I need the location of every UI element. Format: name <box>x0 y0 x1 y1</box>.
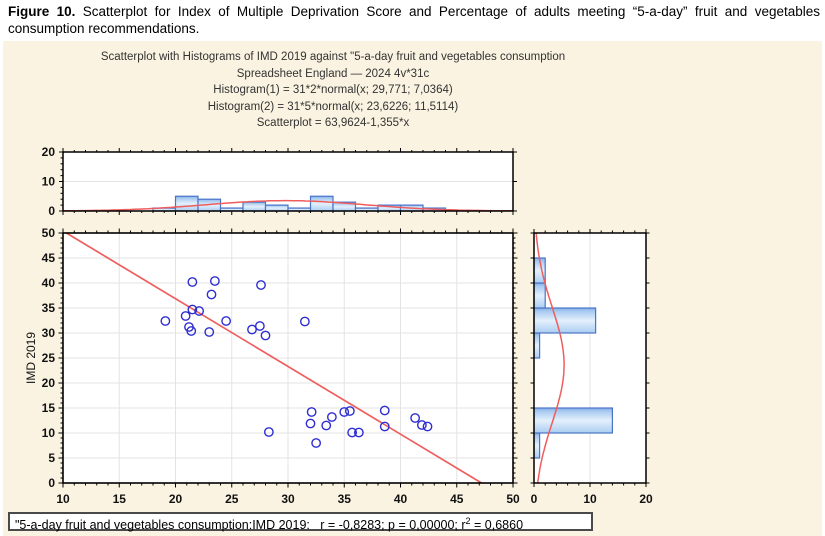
chart-title-line-4: Histogram(2) = 31*5*normal(x; 23,6226; 1… <box>207 100 459 113</box>
svg-text:50: 50 <box>506 492 520 506</box>
scatter-point <box>299 316 310 327</box>
svg-text:30: 30 <box>281 492 295 506</box>
scatter-point <box>186 326 197 336</box>
top-normal-curve <box>63 199 513 212</box>
scatter-point <box>256 280 266 290</box>
figure-caption-label: Figure 10. <box>8 4 76 19</box>
chart-title-line-3: Histogram(1) = 31*2*normal(x; 29,771; 7,… <box>213 84 453 96</box>
scatter-point <box>347 427 358 438</box>
scatter-point <box>321 420 332 431</box>
svg-text:10: 10 <box>56 492 70 506</box>
scatter-point <box>180 311 191 321</box>
svg-text:20: 20 <box>169 492 183 506</box>
right-normal-curve <box>535 232 565 484</box>
scatter-point <box>305 418 316 429</box>
svg-text:35: 35 <box>42 301 56 315</box>
svg-text:20: 20 <box>42 145 56 159</box>
svg-text:40: 40 <box>394 492 408 506</box>
svg-text:50: 50 <box>42 226 56 240</box>
scatter-point <box>422 421 433 432</box>
svg-text:5: 5 <box>48 451 55 465</box>
scatter-point <box>326 412 337 422</box>
scatter-point <box>379 421 390 432</box>
scatter-point <box>187 277 198 287</box>
chart-title-line-2: Spreadsheet England — 2024 4v*31c <box>236 67 430 80</box>
chart-title-line-1: Scatterplot with Histograms of IMD 2019 … <box>100 51 566 63</box>
right-histogram-bar <box>533 407 614 434</box>
scatter-point <box>254 321 265 331</box>
stats-text: "5-a-day fruit and vegetables consumptio… <box>15 518 466 533</box>
scatter-point <box>306 407 317 417</box>
scatter-point <box>209 276 220 286</box>
scatter-point <box>353 427 364 438</box>
right-histogram-bar <box>533 282 546 309</box>
svg-text:30: 30 <box>42 326 56 340</box>
svg-text:10: 10 <box>42 175 56 189</box>
scatter-point <box>263 427 274 437</box>
scatter-point <box>187 304 198 315</box>
svg-text:45: 45 <box>42 251 56 265</box>
scatter-point <box>344 406 355 416</box>
svg-text:0: 0 <box>48 204 55 218</box>
svg-text:45: 45 <box>450 492 464 506</box>
scatter-point <box>247 324 257 335</box>
top-histogram-bar <box>309 195 334 212</box>
regression-line <box>65 232 482 484</box>
svg-text:20: 20 <box>639 492 653 506</box>
right-histogram: 0 10 20 <box>530 229 653 506</box>
scatter-point <box>339 407 350 417</box>
scatter-point <box>160 316 171 326</box>
svg-text:20: 20 <box>42 376 56 390</box>
scatter-point <box>204 327 215 337</box>
top-histogram-bar <box>264 204 289 212</box>
scatter-point <box>221 316 232 326</box>
svg-text:25: 25 <box>225 492 239 506</box>
right-histogram-bar <box>533 432 541 459</box>
scatter-point <box>260 330 271 341</box>
svg-text:0: 0 <box>48 476 55 490</box>
chart-title-block: Scatterplot with Histograms of IMD 2019 … <box>8 49 658 132</box>
stats-r2-superscript: 2 <box>465 516 471 526</box>
svg-text:35: 35 <box>338 492 352 506</box>
main-scatter-plot: 10 15 20 25 30 35 40 45 50 0 5 10 15 20 25 30 35 40 45 50 <box>42 226 520 506</box>
stats-status-bar: "5-a-day fruit and vegetables consumptio… <box>8 512 593 533</box>
right-histogram-bar <box>533 307 597 334</box>
scatter-point <box>194 306 205 316</box>
svg-text:10: 10 <box>583 492 597 506</box>
scatter-point <box>206 289 217 300</box>
top-histogram-bar <box>242 201 267 212</box>
figure-caption: Figure 10. Scatterplot for Index of Mult… <box>8 4 820 37</box>
scatter-point <box>416 420 427 430</box>
svg-text:0: 0 <box>531 492 538 506</box>
svg-text:15: 15 <box>113 492 127 506</box>
svg-text:40: 40 <box>42 276 56 290</box>
scatter-point <box>410 413 421 423</box>
top-histogram-bar <box>174 195 199 212</box>
scatter-point <box>311 438 322 448</box>
svg-text:25: 25 <box>42 351 56 365</box>
top-histogram: 0 10 20 <box>42 145 517 218</box>
chart-title-line-5: Scatterplot = 63,9624-1,355*x <box>256 117 410 129</box>
y-axis-label: IMD 2019 <box>24 331 38 385</box>
stats-text-tail: = 0,6860 <box>470 518 524 533</box>
scatter-point <box>379 405 390 416</box>
svg-text:10: 10 <box>42 426 56 440</box>
svg-text:15: 15 <box>42 401 56 415</box>
right-histogram-bar <box>533 332 541 359</box>
figure-caption-text: Scatterplot for Index of Multiple Depriv… <box>8 4 820 36</box>
